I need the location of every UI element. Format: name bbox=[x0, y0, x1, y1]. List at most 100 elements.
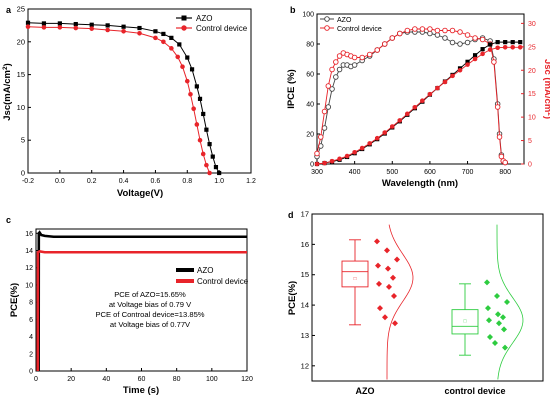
point-a-control-14 bbox=[188, 91, 193, 97]
point-d-azo-0 bbox=[374, 238, 380, 245]
panel-a: a -0.2 0.0 0.2 0.4 0.6 0.8 1.0 1.2 0 5 10 15 20 25 Vo… bbox=[2, 5, 256, 200]
point-a-control-9 bbox=[161, 39, 166, 45]
point-a-control-19 bbox=[204, 162, 209, 168]
point-a-azo-5 bbox=[105, 23, 110, 28]
axis-ticks-b: 300 400 500 600 700 800 0 20 40 60 80 100 0 5 10 15 20 25… bbox=[302, 12, 536, 177]
point-d-control-1 bbox=[494, 292, 500, 299]
legend-label-control-b: Control device bbox=[337, 26, 382, 33]
point-b-jsc-control-1 bbox=[322, 160, 327, 166]
y-tick-label-d-0: 12 bbox=[301, 361, 309, 370]
y-tick-label-d-3: 15 bbox=[301, 270, 309, 279]
point-b-jsc-azo-22 bbox=[480, 47, 485, 52]
x-tick-label-c-0: 0 bbox=[34, 376, 38, 383]
y-tick-label-a-2: 10 bbox=[17, 103, 25, 112]
point-b-ipce-control-19 bbox=[419, 26, 426, 32]
point-a-control-17 bbox=[197, 137, 203, 143]
point-b-ipce-control-31 bbox=[496, 134, 503, 140]
point-b-jsc-control-11 bbox=[397, 118, 403, 123]
y-tick-label-c-6: 12 bbox=[25, 265, 33, 272]
point-a-azo-13 bbox=[189, 67, 195, 72]
point-b-jsc-control-12 bbox=[405, 111, 410, 117]
x-tick-label-b-4: 700 bbox=[462, 169, 474, 176]
x-tick-label-b-5: 800 bbox=[499, 169, 511, 176]
point-a-control-8 bbox=[153, 35, 158, 41]
y-tick-label-b-right-3: 15 bbox=[528, 91, 536, 98]
y-tick-label-a-5: 25 bbox=[17, 5, 25, 14]
legend-c: AZO Control device bbox=[176, 266, 249, 286]
point-b-jsc-control-22 bbox=[480, 51, 485, 57]
point-a-control-4 bbox=[89, 26, 95, 31]
y-tick-label-b-right-0: 0 bbox=[528, 162, 532, 169]
y-tick-label-a-0: 0 bbox=[21, 169, 25, 178]
y-tick-label-b-right-2: 10 bbox=[528, 115, 536, 122]
legend-label-control-c: Control device bbox=[197, 277, 249, 286]
point-b-jsc-control-10 bbox=[389, 124, 395, 129]
y-tick-label-c-3: 6 bbox=[29, 317, 33, 324]
panel-d: d 12 13 14 15 16 17 AZO □ control device □ PCE(%… bbox=[287, 210, 544, 396]
point-b-ipce-control-30 bbox=[494, 104, 501, 110]
plot-frame-b bbox=[316, 13, 525, 165]
point-b-ipce-control-6 bbox=[336, 53, 343, 59]
y-tick-label-b-4: 80 bbox=[306, 42, 314, 49]
point-d-control-9 bbox=[487, 333, 493, 340]
distribution-curve-d-control bbox=[496, 224, 524, 380]
point-b-ipce-control-22 bbox=[442, 27, 448, 34]
x-tick-label-a-5: 0.8 bbox=[182, 178, 192, 185]
x-axis-label-a: Voltage(V) bbox=[117, 188, 163, 199]
point-d-control-2 bbox=[504, 299, 510, 306]
point-d-azo-3 bbox=[375, 262, 381, 269]
y-tick-label-c-0: 0 bbox=[29, 369, 33, 376]
point-a-control-10 bbox=[169, 46, 174, 51]
x-tick-label-a-7: 1.2 bbox=[246, 178, 256, 185]
point-b-jsc-azo-24 bbox=[495, 40, 500, 45]
point-a-control-1 bbox=[41, 25, 47, 30]
point-a-azo-12 bbox=[185, 55, 190, 60]
x-tick-label-a-2: 0.2 bbox=[87, 178, 97, 185]
point-b-jsc-control-15 bbox=[427, 91, 433, 97]
axis-ticks-d: 12 13 14 15 16 17 bbox=[301, 210, 315, 370]
point-b-jsc-azo-23 bbox=[488, 42, 493, 47]
point-b-jsc-control-0 bbox=[314, 161, 320, 167]
point-b-jsc-control-9 bbox=[382, 130, 388, 135]
x-tick-label-a-6: 1.0 bbox=[214, 178, 224, 185]
point-b-ipce-azo-24 bbox=[457, 41, 463, 47]
legend-label-azo-b: AZO bbox=[337, 17, 352, 24]
legend-label-azo-c: AZO bbox=[197, 266, 213, 275]
point-b-ipce-azo-21 bbox=[434, 32, 441, 38]
annotation-c: PCE of AZO=15.65% at Voltage bias of 0.7… bbox=[95, 290, 204, 329]
point-b-jsc-control-19 bbox=[457, 67, 463, 73]
category-label-d-control: control device bbox=[444, 386, 505, 396]
point-b-ipce-control-3 bbox=[325, 83, 332, 89]
y-tick-label-d-2: 14 bbox=[301, 301, 309, 310]
legend-label-azo-a: AZO bbox=[196, 14, 212, 23]
point-b-ipce-azo-4 bbox=[329, 86, 335, 92]
plot-frame-d bbox=[311, 213, 544, 382]
x-tick-label-c-6: 120 bbox=[241, 376, 253, 383]
point-b-jsc-azo-27 bbox=[518, 40, 523, 45]
y-tick-label-c-4: 8 bbox=[29, 300, 33, 307]
y-tick-label-b-0: 0 bbox=[310, 162, 314, 169]
point-d-azo-10 bbox=[382, 314, 388, 321]
point-b-jsc-control-17 bbox=[442, 79, 448, 85]
point-d-azo-7 bbox=[386, 283, 392, 290]
y-tick-label-b-right-1: 5 bbox=[528, 138, 532, 145]
point-b-ipce-azo-25 bbox=[464, 39, 471, 46]
point-b-ipce-control-18 bbox=[412, 26, 418, 32]
category-label-d-azo: AZO bbox=[356, 386, 375, 396]
y-tick-label-d-5: 17 bbox=[301, 210, 309, 219]
y-axis-label-right-b-main: Jsc (mA/cm bbox=[542, 59, 550, 112]
point-b-ipce-azo-23 bbox=[449, 39, 456, 46]
series-group-d: AZO □ control device □ bbox=[341, 224, 524, 396]
y-tick-label-c-2: 4 bbox=[29, 334, 33, 341]
plot-frame-a bbox=[27, 8, 252, 174]
point-b-jsc-control-18 bbox=[450, 73, 455, 79]
point-d-control-6 bbox=[486, 317, 492, 324]
x-axis-label-c: Time (s) bbox=[123, 385, 159, 396]
point-a-azo-4 bbox=[89, 22, 94, 27]
point-a-azo-19 bbox=[210, 154, 215, 159]
point-a-azo-20 bbox=[213, 164, 219, 170]
y-tick-label-a-4: 20 bbox=[17, 37, 25, 46]
point-a-azo-14 bbox=[194, 84, 199, 89]
point-b-jsc-azo-21 bbox=[472, 53, 478, 58]
